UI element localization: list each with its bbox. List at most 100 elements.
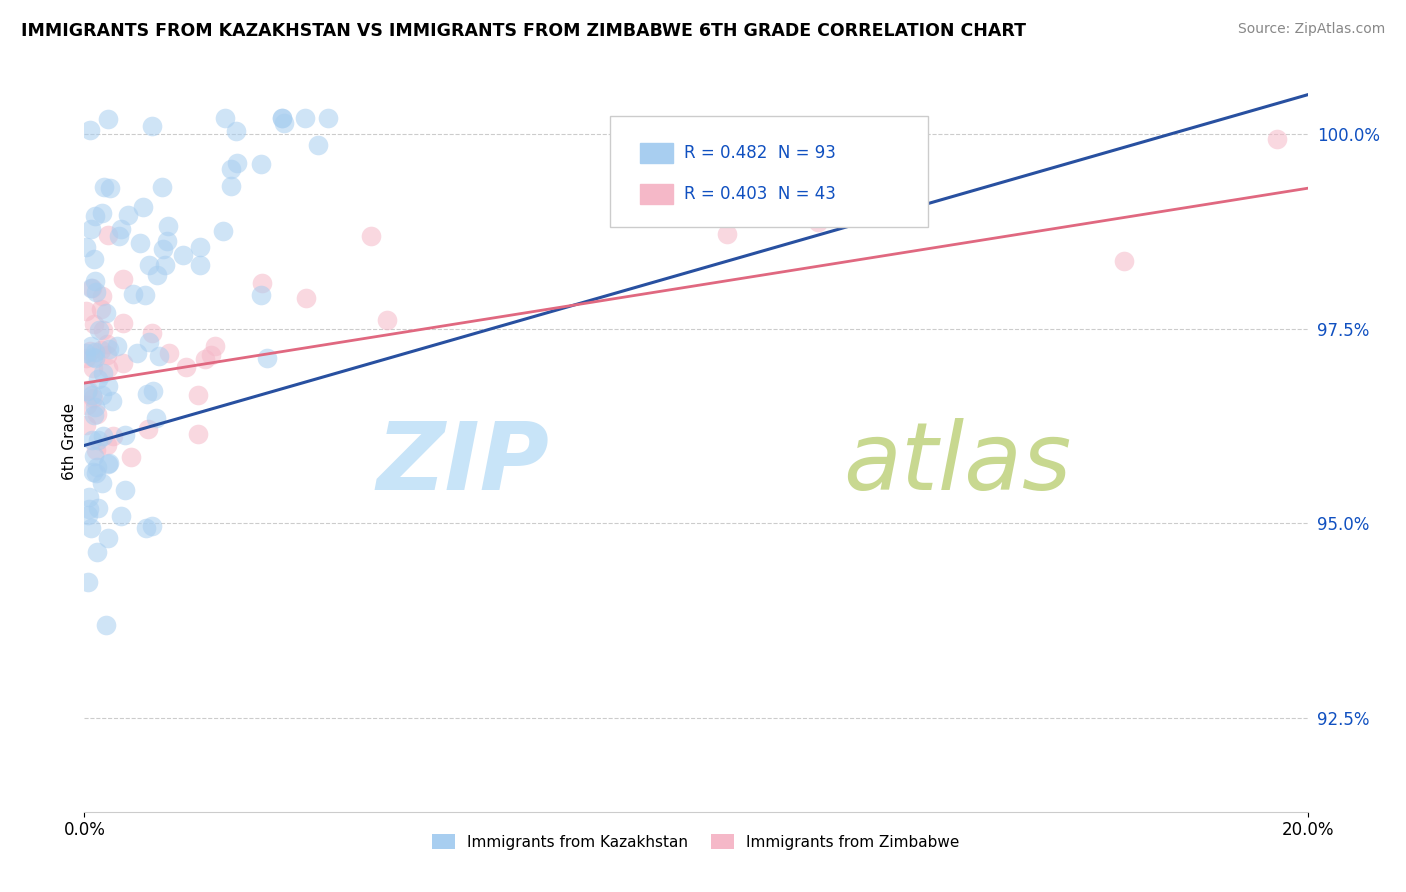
Text: R = 0.482  N = 93: R = 0.482 N = 93 [683, 144, 835, 161]
Point [82, 350, 104, 364]
Point [200, 348, 222, 362]
Point [108, 229, 131, 244]
Point [91, 428, 114, 442]
Point [204, 338, 226, 352]
Point [83, 408, 105, 422]
Point [82, 465, 104, 479]
Point [75, 240, 97, 254]
Point [97, 379, 120, 393]
Point [136, 422, 159, 436]
Text: R = 0.403  N = 43: R = 0.403 N = 43 [683, 185, 835, 202]
Point [97, 456, 120, 470]
FancyBboxPatch shape [640, 184, 672, 203]
Point [80, 339, 103, 353]
Point [75, 304, 97, 318]
Point [90, 205, 112, 219]
Point [90, 343, 112, 357]
Point [105, 338, 128, 352]
Legend: Immigrants from Kazakhstan, Immigrants from Zimbabwe: Immigrants from Kazakhstan, Immigrants f… [426, 828, 966, 856]
Point [86, 460, 108, 475]
Point [114, 483, 136, 498]
Text: ZIP: ZIP [377, 417, 550, 509]
Point [97, 228, 120, 243]
Point [250, 157, 273, 171]
Point [112, 356, 135, 370]
Point [141, 119, 163, 133]
Point [250, 287, 273, 301]
Point [76, 384, 98, 398]
Point [80, 388, 103, 402]
Point [98, 180, 121, 194]
Point [83, 209, 105, 223]
Point [1114, 254, 1136, 268]
Point [148, 349, 170, 363]
Point [101, 428, 124, 442]
Point [96, 347, 118, 361]
Point [122, 287, 145, 301]
Point [84, 442, 107, 457]
Point [127, 346, 149, 360]
Point [156, 234, 179, 248]
Point [83, 449, 105, 463]
Point [129, 236, 152, 251]
FancyBboxPatch shape [610, 116, 928, 227]
Point [83, 351, 105, 365]
Point [86, 285, 108, 299]
Point [100, 394, 122, 409]
Point [87, 500, 110, 515]
Point [150, 179, 173, 194]
Point [96, 336, 118, 351]
Point [146, 268, 169, 282]
Point [80, 433, 103, 447]
Point [294, 111, 316, 125]
Point [141, 519, 163, 533]
Point [97, 457, 120, 471]
Point [114, 428, 136, 442]
Point [226, 155, 249, 169]
Point [273, 116, 295, 130]
Point [75, 417, 97, 432]
Point [76, 398, 98, 412]
Point [214, 111, 236, 125]
Point [375, 312, 398, 326]
Point [156, 219, 179, 233]
Point [316, 111, 339, 125]
Point [360, 228, 382, 243]
Point [79, 221, 101, 235]
Point [86, 466, 108, 480]
Point [172, 248, 194, 262]
Point [256, 351, 278, 365]
Point [174, 359, 197, 374]
Point [294, 291, 316, 305]
Point [79, 123, 101, 137]
Point [77, 490, 100, 504]
Point [77, 502, 100, 516]
Point [142, 384, 165, 398]
Point [77, 574, 100, 589]
Point [76, 383, 98, 397]
Point [120, 450, 142, 464]
Point [82, 281, 104, 295]
Point [219, 178, 242, 193]
Point [132, 200, 155, 214]
Text: atlas: atlas [842, 418, 1071, 509]
Point [75, 351, 97, 366]
Point [87, 323, 110, 337]
Point [807, 215, 830, 229]
Point [91, 475, 114, 490]
Point [117, 208, 139, 222]
Text: Source: ZipAtlas.com: Source: ZipAtlas.com [1237, 22, 1385, 37]
Point [80, 521, 103, 535]
FancyBboxPatch shape [640, 143, 672, 163]
Point [97, 531, 120, 545]
Point [84, 273, 107, 287]
Point [91, 366, 114, 380]
Point [111, 272, 134, 286]
Point [110, 222, 132, 236]
Point [194, 351, 217, 366]
Point [93, 180, 115, 194]
Point [83, 252, 105, 266]
Point [186, 427, 208, 442]
Point [307, 137, 329, 152]
Point [211, 224, 233, 238]
